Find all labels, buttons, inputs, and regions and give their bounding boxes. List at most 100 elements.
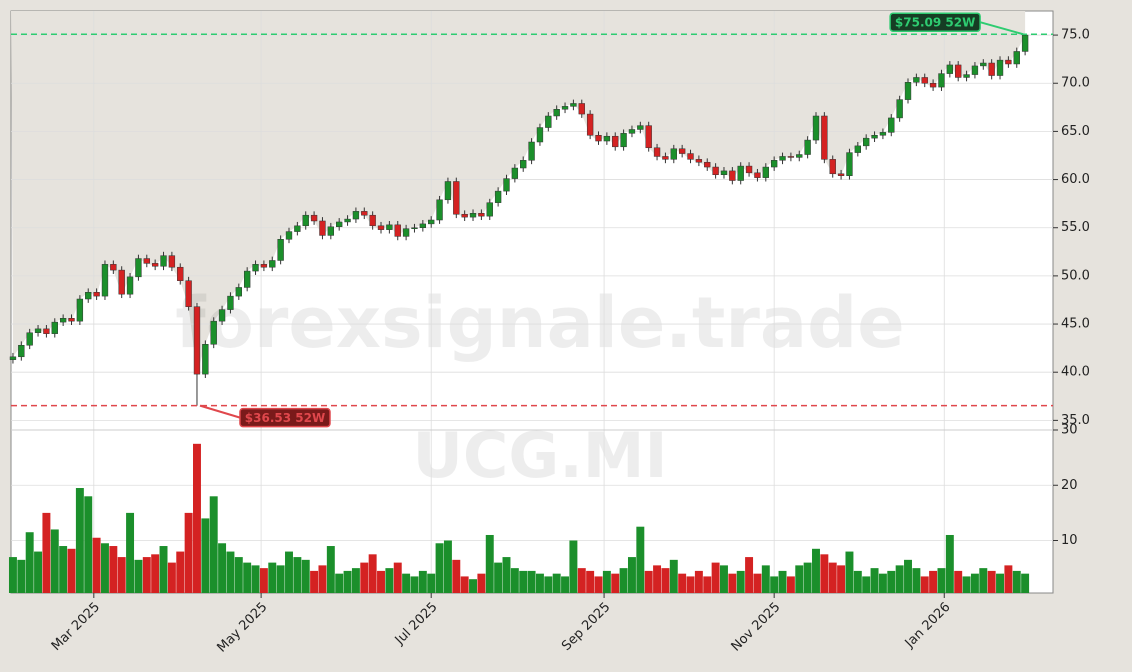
volume-bar xyxy=(427,573,436,593)
candle-body xyxy=(913,77,920,83)
annotation-arrow xyxy=(979,21,1024,36)
candle-body xyxy=(227,295,234,310)
candle-body xyxy=(637,125,644,130)
volume-bar xyxy=(945,534,954,593)
candle-body xyxy=(996,59,1004,76)
candle-body xyxy=(888,117,895,133)
candle-body xyxy=(34,328,42,333)
volume-bar xyxy=(937,568,946,593)
y-tick-label: 60.0 xyxy=(1061,172,1090,187)
candle-body xyxy=(896,99,903,119)
candle-body xyxy=(453,181,460,215)
volume-bar xyxy=(50,529,59,593)
candle-body xyxy=(177,266,184,281)
candle-body xyxy=(202,344,209,375)
y-tick-label: 55.0 xyxy=(1061,220,1090,235)
candle-body xyxy=(1005,59,1012,65)
candle-body xyxy=(436,199,443,221)
volume-bar xyxy=(193,443,201,593)
candle-body xyxy=(193,306,201,375)
candle-body xyxy=(620,133,627,148)
candle-body xyxy=(110,264,117,271)
volume-bar xyxy=(259,568,268,593)
price-area xyxy=(11,11,1026,375)
candle-body xyxy=(536,127,544,143)
candle-body xyxy=(9,356,17,360)
volume-bar xyxy=(443,540,452,593)
volume-bar xyxy=(59,546,68,593)
candle-body xyxy=(478,213,485,217)
volume-bar xyxy=(510,568,519,593)
volume-bar xyxy=(17,559,26,593)
volume-bar xyxy=(218,543,227,593)
volume-bar xyxy=(92,537,101,593)
candle-body xyxy=(595,135,602,142)
candle-body xyxy=(185,280,192,307)
candle-body xyxy=(745,165,753,174)
volume-bar xyxy=(962,576,971,593)
candle-body xyxy=(971,65,979,75)
volume-bar xyxy=(837,565,846,593)
volume-bar xyxy=(100,543,109,593)
candle-body xyxy=(670,148,677,160)
volume-bar xyxy=(301,559,310,593)
candle-body xyxy=(269,260,276,268)
candle-body xyxy=(386,224,393,230)
volume-bar xyxy=(795,565,804,593)
volume-bar xyxy=(318,565,327,593)
volume-bar xyxy=(469,579,478,593)
candle-body xyxy=(59,318,67,323)
candle-body xyxy=(545,115,552,128)
annotation-box xyxy=(889,12,981,32)
volume-bar xyxy=(535,573,544,593)
candle-body xyxy=(938,73,945,88)
candle-body xyxy=(653,147,661,157)
volume-bar xyxy=(126,512,135,593)
candle-body xyxy=(252,264,259,272)
candle-body xyxy=(779,156,786,161)
candle-body xyxy=(260,264,268,268)
candle-body xyxy=(904,82,912,100)
volume-bar xyxy=(586,570,595,593)
volume-bar xyxy=(485,534,494,593)
candle-body xyxy=(770,160,778,168)
candle-body xyxy=(402,228,410,237)
candle-body xyxy=(118,269,125,295)
candle-body xyxy=(729,170,736,181)
candle-body xyxy=(419,223,427,228)
candle-body xyxy=(294,225,301,232)
candle-body xyxy=(695,159,703,163)
candle-body xyxy=(143,258,150,264)
volume-bar xyxy=(84,496,93,593)
volume-bar xyxy=(167,562,176,593)
volume-bar xyxy=(561,576,570,593)
candle-body xyxy=(285,231,293,240)
volume-bar xyxy=(34,551,43,593)
volume-bar xyxy=(745,557,754,593)
volume-bar xyxy=(343,570,352,593)
candle-body xyxy=(712,166,719,175)
candle-body xyxy=(929,82,937,88)
candle-body xyxy=(369,214,376,227)
volume-bar xyxy=(176,551,185,593)
volume-bar xyxy=(778,570,787,593)
volume-bar xyxy=(142,557,151,593)
volume-bar xyxy=(669,559,678,593)
volume-bar xyxy=(619,568,628,593)
volume-bar xyxy=(703,576,712,593)
volume-bar xyxy=(678,573,687,593)
candle-body xyxy=(804,139,811,155)
volume-bar xyxy=(276,565,285,593)
candle-body xyxy=(336,221,343,228)
y-tick-label: 35.0 xyxy=(1061,413,1090,428)
candle-body xyxy=(955,64,962,78)
candle-body xyxy=(678,148,686,154)
candle-body xyxy=(963,74,970,78)
volume-bar xyxy=(234,557,243,593)
candle-body xyxy=(520,160,527,169)
volume-bar xyxy=(351,568,360,593)
y-tick-label: 45.0 xyxy=(1061,317,1090,332)
volume-bar xyxy=(577,568,586,593)
candle-body xyxy=(218,309,226,322)
